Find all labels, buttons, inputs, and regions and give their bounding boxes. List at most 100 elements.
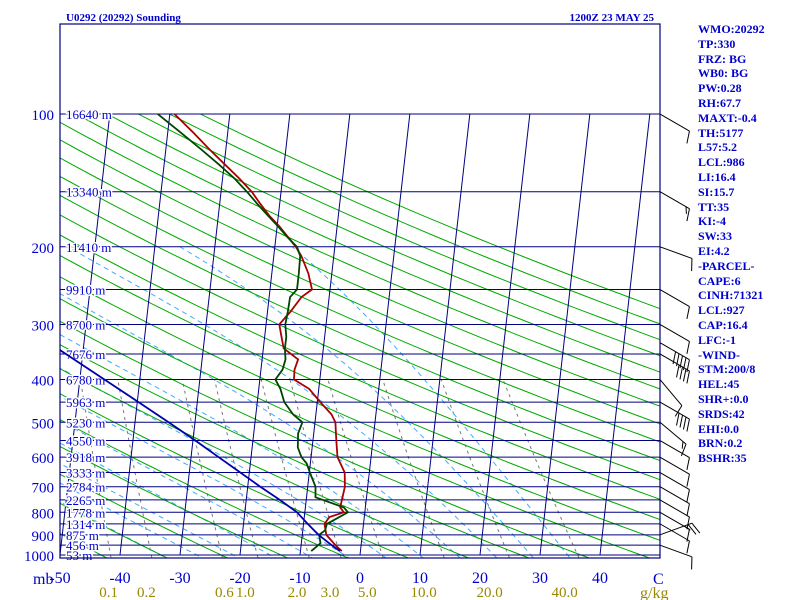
dry-adiabat-line [107,113,660,357]
stat-item: TP:330 [698,36,736,51]
temperature-line [173,113,346,552]
pressure-tick-label: 900 [32,529,55,545]
wind-barb [659,401,690,432]
temperature-tick-label: 20 [472,570,488,587]
height-label: 53 m [66,548,92,563]
wind-barb [659,289,690,320]
wind-barb [659,544,693,570]
pressure-tick-label: 700 [32,481,55,497]
isotherm-line [479,113,531,556]
isobars [60,113,660,556]
isotherm-line [60,113,111,556]
stat-item: EHI:0.0 [698,421,740,436]
pressure-tick-label: 500 [32,416,55,432]
stat-item: LCL:927 [698,303,745,318]
mixing-ratio-line [289,379,342,558]
temperature-tick-label: 0 [356,570,364,587]
mixing-ratio-line [181,379,223,558]
height-label: 2265 m [66,493,105,508]
stat-item: TH:5177 [698,125,744,140]
mixing-ratio-label: 3.0 [321,585,340,600]
dry-adiabat-line [60,368,470,558]
moist-adiabat-line [60,420,314,558]
pressure-tick-label: 1000 [24,549,54,565]
mixing-ratio-line [327,379,384,558]
temperature-tick-label: -10 [289,570,310,587]
dewpoint-line [157,113,350,552]
height-label: 5963 m [66,395,105,410]
stat-item: L57:5.2 [698,140,737,155]
isotherm-line [119,113,171,556]
wind-barb [659,379,683,417]
stat-item: -WIND- [698,347,740,362]
dry-adiabat-line [60,393,410,558]
stat-item: TT:35 [698,199,730,214]
parcel-trace-line [60,349,341,552]
temperature-tick-label: 30 [532,570,548,587]
height-label: 5230 m [66,415,105,430]
isotherms [60,113,660,556]
height-label: 2784 m [66,480,105,495]
wind-barb [659,353,690,384]
pressure-tick-label: 400 [32,374,55,390]
stat-item: CAPE:6 [698,273,741,288]
dry-adiabats [60,113,660,558]
moist-adiabat-line [60,367,387,558]
mixing-ratio-line [382,379,445,558]
stat-item: BRN:0.2 [698,436,743,451]
moist-adiabat-line [291,246,571,558]
stat-item: SW:33 [698,229,733,244]
wind-barb [659,523,690,554]
mixing-ratio-label: 40.0 [551,585,577,600]
dry-adiabat-line [60,254,660,521]
pressure-tick-label: 800 [32,506,55,522]
mixing-ratio-label: 10.0 [410,585,436,600]
pressure-tick-labels: 100 200 300 400 500 600 700 800 900 1000 [24,108,54,565]
dry-adiabat-line [60,445,289,558]
height-label: 1314 m [66,517,105,532]
mixing-ratio-label: 0.2 [137,585,156,600]
pressure-tick-label: 100 [32,108,55,124]
stat-item: STM:200/8 [698,362,756,377]
dry-adiabat-line [60,234,660,500]
stat-item: LCL:986 [698,155,745,170]
isotherm-line [599,113,651,556]
stat-item: LI:16.4 [698,169,736,184]
height-label: 8700 m [66,317,105,332]
stat-item: RH:67.7 [698,95,741,110]
wind-barb [659,456,690,487]
moist-adiabat-line [60,442,277,558]
isotherm-line [539,113,591,556]
background-lines [60,113,660,558]
dry-adiabat-line [60,344,531,558]
dry-adiabat-line [60,121,660,390]
height-label: 1778 m [66,505,105,520]
stat-item: WMO:20292 [698,22,765,36]
isotherm-line [359,113,411,556]
stat-item: SHR+:0.0 [698,391,749,406]
wind-barb [659,522,701,536]
stat-item: MAXT:-0.4 [698,110,757,125]
temperature-unit-label: C [653,571,664,588]
stat-item: EI:4.2 [698,243,730,258]
isotherm-line [299,113,351,556]
dry-adiabat-line [60,214,660,481]
height-label: 13340 m [66,185,112,200]
height-label: 456 m [66,538,99,553]
dry-adiabat-line [60,157,660,425]
mixing-ratio-label: 20.0 [476,585,502,600]
stat-item: WB0: BG [698,66,749,81]
stat-item: SI:15.7 [698,184,735,199]
dry-adiabat-line [60,473,229,558]
wind-barb [659,113,690,144]
wind-barb [659,472,690,502]
wind-barb [659,499,690,530]
dry-adiabat-line [60,276,660,541]
height-label: 16640 m [66,107,112,122]
temperature-tick-label: -50 [49,570,70,587]
wind-barb [659,486,690,517]
mixing-ratio-line [79,379,112,558]
stat-item: HEL:45 [698,377,740,392]
stat-item: CINH:71321 [698,288,764,303]
